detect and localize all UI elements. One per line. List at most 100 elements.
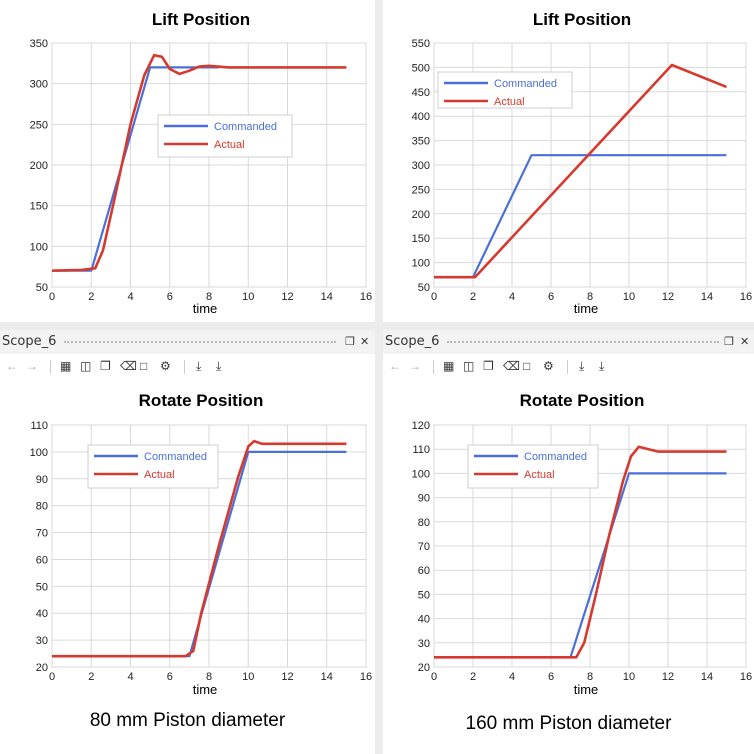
y-tick-label: 70 [36, 528, 48, 540]
x-tick-label: 4 [127, 671, 133, 683]
scope-title: Scope_6 [2, 334, 57, 349]
table-icon[interactable]: ▦ [443, 359, 455, 373]
x-tick-label: 8 [587, 291, 593, 303]
legend-box [157, 114, 293, 158]
legend-label: Commanded [494, 78, 557, 90]
x-tick-label: 0 [431, 291, 437, 303]
chart-icon[interactable]: ◫ [463, 359, 475, 373]
back-arrow-icon[interactable]: ← [6, 359, 18, 373]
x-tick-label: 10 [623, 291, 635, 303]
caption-160mm: 160 mm Piston diameter [465, 713, 672, 734]
y-tick-label: 70 [418, 541, 430, 553]
toolbar-left: ← → ▦ ◫ ❐ ⌫ □ ⚙ ⤓ ⤓ [0, 354, 375, 380]
x-tick-label: 6 [548, 291, 554, 303]
y-tick-label: 90 [418, 493, 430, 505]
x-tick-label: 0 [49, 671, 55, 683]
y-tick-label: 300 [412, 160, 430, 172]
restore-icon[interactable]: ❐ [345, 336, 355, 348]
y-tick-label: 200 [30, 160, 48, 172]
scope-title: Scope_6 [385, 334, 440, 349]
y-tick-label: 50 [418, 282, 430, 294]
y-tick-label: 40 [36, 608, 48, 620]
scope-header-left: Scope_6 ❐ ✕ [0, 330, 375, 355]
legend-label: Actual [524, 469, 555, 481]
close-icon[interactable]: ✕ [740, 336, 750, 348]
import-icon[interactable]: ⤓ [216, 359, 222, 373]
y-tick-label: 50 [36, 282, 48, 294]
square-icon[interactable]: □ [140, 359, 148, 373]
chart-panel-lift-160: Lift Position 0 2 4 6 8 10 12 14 16 50 100 150 200 250… [383, 0, 754, 322]
legend-label: Actual [144, 469, 175, 481]
drag-handle[interactable] [64, 341, 336, 343]
copy-icon[interactable]: ❐ [100, 359, 111, 373]
square-icon[interactable]: □ [523, 359, 531, 373]
y-tick-label: 90 [36, 474, 48, 486]
back-arrow-icon[interactable]: ← [389, 359, 401, 373]
x-tick-label: 8 [206, 291, 212, 303]
forward-arrow-icon[interactable]: → [409, 359, 421, 373]
y-tick-label: 100 [30, 241, 48, 253]
table-icon[interactable]: ▦ [60, 359, 72, 373]
drag-handle[interactable] [447, 341, 719, 343]
delete-icon[interactable]: ⌫ [120, 359, 137, 373]
y-tick-label: 200 [412, 209, 430, 221]
caption-80mm: 80 mm Piston diameter [89, 710, 286, 731]
x-tick-label: 4 [509, 291, 515, 303]
import-icon[interactable]: ⤓ [599, 359, 605, 373]
y-tick-label: 150 [30, 201, 48, 213]
y-tick-label: 20 [418, 662, 430, 674]
series-line-actual [434, 445, 727, 659]
x-tick-label: 10 [242, 671, 254, 683]
y-tick-label: 30 [418, 638, 430, 650]
x-axis-label: time [574, 301, 599, 316]
x-tick-label: 8 [587, 671, 593, 683]
x-tick-label: 14 [701, 671, 713, 683]
legend-label: Commanded [144, 451, 207, 463]
y-tick-label: 50 [418, 589, 430, 601]
close-icon[interactable]: ✕ [360, 336, 370, 348]
chart-panel-rotate-80: Rotate Position 0 2 4 6 8 10 12 14 16 20 30 40 50 60 70… [0, 380, 375, 710]
export-icon[interactable]: ⤓ [196, 359, 202, 373]
gear-icon[interactable]: ⚙ [543, 359, 554, 373]
chart-icon[interactable]: ◫ [80, 359, 92, 373]
y-tick-label: 60 [36, 554, 48, 566]
restore-icon[interactable]: ❐ [724, 336, 734, 348]
y-tick-label: 550 [412, 38, 430, 50]
x-axis-label: time [574, 682, 599, 697]
legend-label: Actual [494, 96, 525, 108]
y-tick-label: 450 [412, 87, 430, 99]
chart-rotate-160: Rotate Position 0 2 4 6 8 10 12 14 16 20 30 40 50 60 70… [412, 391, 752, 697]
toolbar-separator [50, 360, 51, 374]
y-tick-label: 350 [30, 38, 48, 50]
y-tick-label: 60 [418, 565, 430, 577]
x-tick-label: 16 [360, 671, 372, 683]
forward-arrow-icon[interactable]: → [26, 359, 38, 373]
y-tick-label: 350 [412, 136, 430, 148]
y-tick-label: 110 [412, 444, 430, 456]
toolbar-separator [567, 360, 568, 374]
x-tick-label: 4 [127, 291, 133, 303]
x-tick-label: 14 [321, 291, 333, 303]
series-line-actual [434, 63, 727, 279]
x-tick-label: 16 [740, 291, 752, 303]
scope-header-right: Scope_6 ❐ ✕ [383, 330, 754, 355]
y-tick-label: 100 [412, 258, 430, 270]
export-icon[interactable]: ⤓ [579, 359, 585, 373]
chart-lift-80: Lift Position 0 2 4 6 8 10 12 14 16 50 100 150 200 250… [30, 10, 372, 316]
y-tick-label: 110 [30, 420, 48, 432]
y-tick-label: 400 [412, 111, 430, 123]
delete-icon[interactable]: ⌫ [503, 359, 520, 373]
y-tick-label: 250 [412, 184, 430, 196]
x-tick-label: 8 [206, 671, 212, 683]
x-tick-label: 12 [662, 671, 674, 683]
y-tick-label: 250 [30, 119, 48, 131]
x-tick-label: 4 [509, 671, 515, 683]
x-tick-label: 14 [701, 291, 713, 303]
divider-vertical [375, 0, 383, 754]
copy-icon[interactable]: ❐ [483, 359, 494, 373]
y-tick-label: 120 [412, 420, 430, 432]
y-tick-label: 500 [412, 62, 430, 74]
x-tick-label: 12 [281, 671, 293, 683]
gear-icon[interactable]: ⚙ [160, 359, 171, 373]
legend-box [467, 444, 599, 489]
